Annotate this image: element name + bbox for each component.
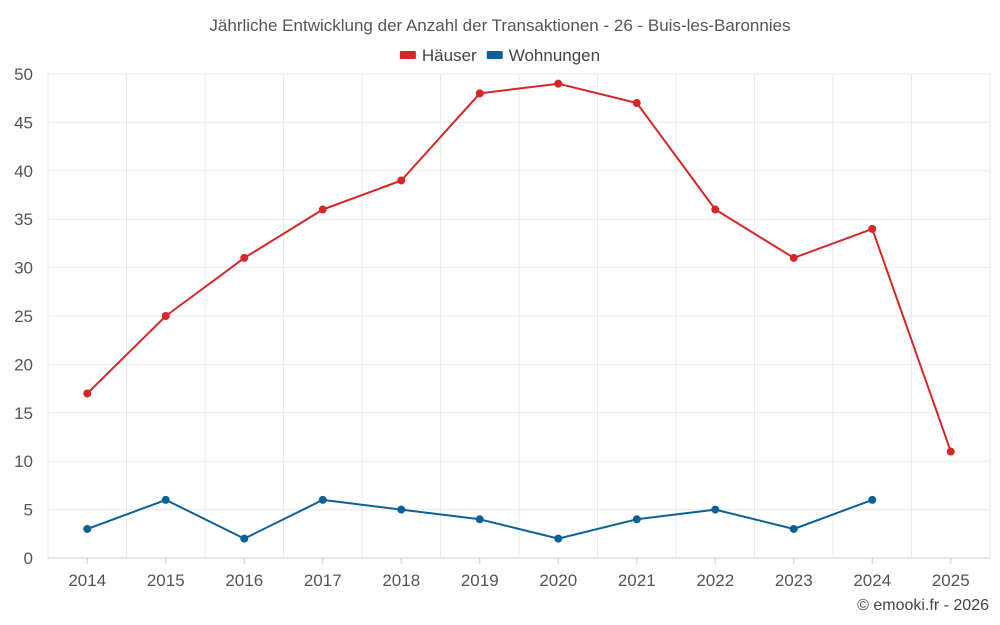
legend-swatch	[399, 51, 416, 59]
x-tick-label: 2020	[539, 571, 577, 590]
grid	[47, 73, 991, 558]
y-tick-label: 10	[14, 452, 33, 471]
series-1-point	[83, 524, 92, 533]
series-0-point	[711, 205, 720, 214]
series-1-point	[475, 515, 484, 524]
series-1-point	[868, 495, 877, 504]
x-axis: 2014 2015 2016 2017 2018 2019 2020 2021 2022 2023…	[48, 557, 990, 590]
x-tick-label: 2024	[853, 571, 891, 590]
series-0-point	[868, 224, 877, 233]
x-tick-label: 2022	[696, 571, 734, 590]
legend-swatch	[486, 51, 503, 59]
legend: Häuser Wohnungen	[399, 46, 600, 65]
series-1-point	[711, 505, 720, 514]
x-tick-label: 2014	[68, 571, 106, 590]
series-1-point	[632, 515, 641, 524]
legend-label: Häuser	[422, 46, 477, 65]
series-1-point	[397, 505, 406, 514]
series-1-point	[161, 495, 170, 504]
series-0-point	[789, 253, 798, 262]
credit-text: © emooki.fr - 2026	[857, 597, 989, 614]
y-tick-label: 5	[24, 501, 33, 520]
y-tick-label: 20	[14, 355, 33, 374]
series-0-point	[397, 176, 406, 185]
x-tick-label: 2016	[225, 571, 263, 590]
series-0-point	[632, 99, 641, 108]
series-0-point	[83, 389, 92, 398]
series-0-point	[554, 79, 563, 88]
series-layer	[83, 79, 955, 543]
x-tick-label: 2017	[304, 571, 342, 590]
y-tick-label: 50	[14, 65, 33, 84]
series-0-point	[240, 253, 249, 262]
y-axis: 0 5 10 15 20 25 30 35 40 45 50	[14, 65, 33, 568]
x-tick-label: 2025	[932, 571, 970, 590]
x-tick-label: 2018	[382, 571, 420, 590]
series-0-line	[86, 82, 952, 452]
y-tick-label: 25	[14, 307, 33, 326]
series-0-point	[475, 89, 484, 98]
y-tick-label: 45	[14, 113, 33, 132]
x-tick-label: 2023	[775, 571, 813, 590]
series-0-point	[946, 447, 955, 456]
x-tick-label: 2019	[461, 571, 499, 590]
series-1-point	[789, 524, 798, 533]
series-0-point	[318, 205, 327, 214]
series-1-point	[318, 495, 327, 504]
y-tick-label: 30	[14, 259, 33, 278]
y-tick-label: 35	[14, 210, 33, 229]
y-tick-label: 15	[14, 404, 33, 423]
x-tick-label: 2021	[618, 571, 656, 590]
series-1-point	[554, 534, 563, 543]
y-tick-label: 40	[14, 162, 33, 181]
y-tick-label: 0	[24, 549, 33, 568]
series-0-point	[161, 312, 170, 320]
x-tick-label: 2015	[147, 571, 185, 590]
series-1-point	[240, 534, 249, 543]
legend-label: Wohnungen	[509, 46, 600, 65]
chart-title: Jährliche Entwicklung der Anzahl der Tra…	[209, 16, 790, 35]
